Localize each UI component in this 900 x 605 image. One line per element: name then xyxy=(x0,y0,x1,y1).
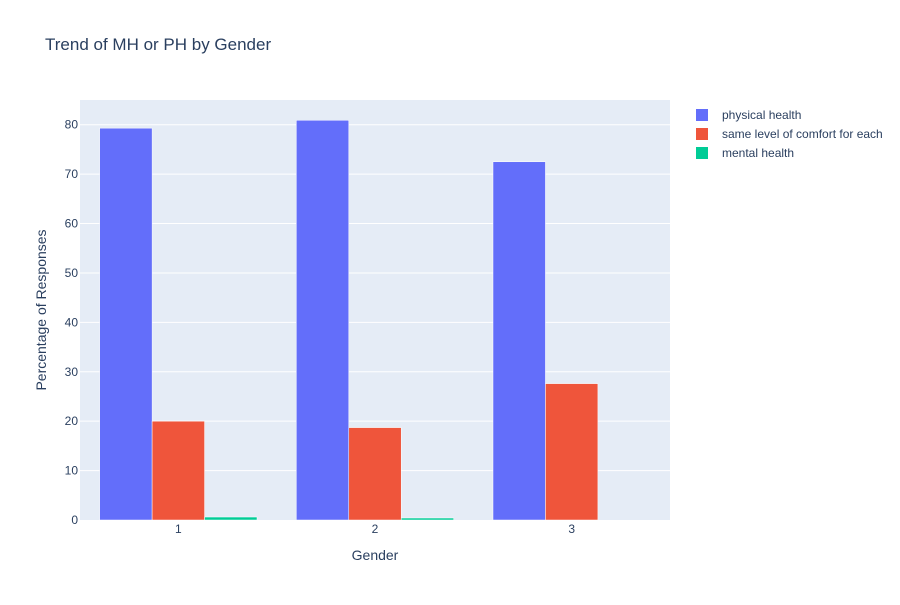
legend-label: mental health xyxy=(722,146,794,160)
bars xyxy=(99,120,599,521)
legend-swatch xyxy=(696,128,708,140)
y-tick-label: 70 xyxy=(65,167,79,181)
bar-same-level-of-comfort-for-each-1[interactable] xyxy=(151,420,205,521)
legend-swatch xyxy=(696,109,708,121)
y-tick-label: 50 xyxy=(65,266,79,280)
legend-label: same level of comfort for each xyxy=(722,127,883,141)
legend-label: physical health xyxy=(722,108,801,122)
legend-item[interactable]: same level of comfort for each xyxy=(696,127,883,141)
x-tick-label: 3 xyxy=(568,522,575,536)
bar-physical-health-3[interactable] xyxy=(492,161,546,521)
x-axis-ticks: 1 2 3 xyxy=(175,522,575,536)
bar-same-level-of-comfort-for-each-2[interactable] xyxy=(348,427,402,521)
bar-mental-health-2[interactable] xyxy=(400,517,454,521)
y-tick-label: 40 xyxy=(65,315,79,329)
bar-physical-health-2[interactable] xyxy=(296,120,350,521)
y-tick-label: 30 xyxy=(65,365,79,379)
chart-title: Trend of MH or PH by Gender xyxy=(45,35,271,54)
legend-item[interactable]: mental health xyxy=(696,146,794,160)
bar-physical-health-1[interactable] xyxy=(99,127,153,521)
legend-item[interactable]: physical health xyxy=(696,108,801,122)
y-axis-label: Percentage of Responses xyxy=(33,229,49,390)
y-tick-label: 0 xyxy=(71,513,78,527)
x-axis-label: Gender xyxy=(352,547,399,563)
y-axis-ticks: 0 10 20 30 40 50 60 70 80 xyxy=(65,118,79,527)
legend-swatch xyxy=(696,147,708,159)
x-tick-label: 2 xyxy=(372,522,379,536)
bar-mental-health-1[interactable] xyxy=(204,516,258,521)
bar-same-level-of-comfort-for-each-3[interactable] xyxy=(545,383,599,521)
y-tick-label: 20 xyxy=(65,414,79,428)
y-tick-label: 10 xyxy=(65,464,79,478)
x-tick-label: 1 xyxy=(175,522,182,536)
y-tick-label: 80 xyxy=(65,118,79,132)
y-tick-label: 60 xyxy=(65,217,79,231)
legend[interactable]: physical health same level of comfort for… xyxy=(696,108,883,160)
